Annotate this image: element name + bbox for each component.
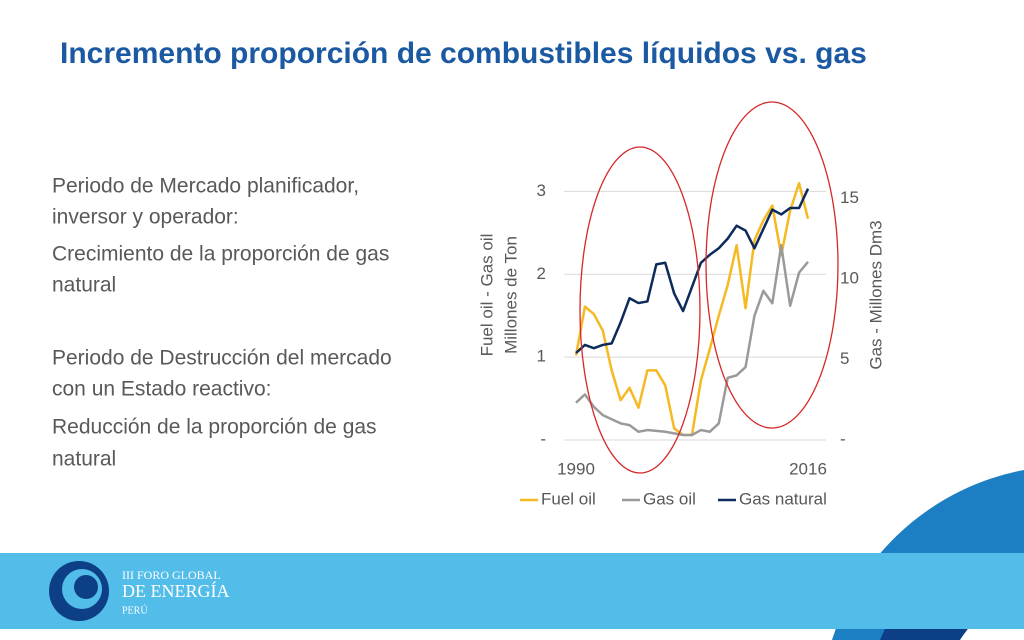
slide-title: Incremento proporción de combustibles lí… (60, 37, 867, 70)
footer-bar (0, 553, 1024, 629)
y2-axis-label: Gas - Millones Dm3 (866, 220, 885, 369)
x-tick-label: 1990 (557, 459, 595, 478)
paragraph-line: natural (52, 448, 116, 471)
paragraph-line: Periodo de Destrucción del mercado (52, 347, 392, 370)
x-tick-label: 2016 (789, 459, 827, 478)
y-tick-label: - (540, 429, 546, 448)
decoration (900, 500, 1024, 553)
paragraph-line: inversor y operador: (52, 206, 239, 229)
text-body: Periodo de Mercado planificador, inversor… (52, 175, 392, 471)
logo-text: DE ENERGÍA (122, 580, 229, 601)
y2-tick-label: 5 (840, 349, 849, 368)
y2-tick-label: 15 (840, 188, 859, 207)
legend-label: Gas natural (739, 489, 827, 508)
y-tick-label: 3 (537, 181, 546, 200)
y-axis-label: Fuel oil - Gas oil (477, 234, 496, 357)
logo: III FORO GLOBAL DE ENERGÍA PERÚ (49, 561, 229, 621)
y2-tick-label: 10 (840, 268, 859, 287)
y2-tick-label: - (840, 429, 846, 448)
highlight-ellipse (579, 146, 701, 474)
y-tick-label: 2 (537, 264, 546, 283)
paragraph-line: Crecimiento de la proporción de gas (52, 243, 389, 266)
paragraph-line: Reducción de la proporción de gas (52, 416, 377, 439)
series-line (575, 244, 809, 437)
legend-label: Fuel oil (541, 489, 596, 508)
paragraph-line: Periodo de Mercado planificador, (52, 175, 359, 198)
y-axis-label: Millones de Ton (501, 236, 520, 354)
logo-text: PERÚ (122, 604, 148, 616)
chart: - 1 2 3 - 5 10 15 1990 2016 Fuel oil - Gas oil Mill… (477, 181, 885, 509)
series-line (575, 188, 810, 354)
paragraph-line: natural (52, 274, 116, 297)
legend-label: Gas oil (643, 489, 696, 508)
logo-text: III FORO GLOBAL (122, 568, 221, 582)
paragraph-line: con un Estado reactivo: (52, 378, 271, 401)
y-tick-label: 1 (537, 347, 546, 366)
highlight-ellipse (705, 101, 839, 429)
